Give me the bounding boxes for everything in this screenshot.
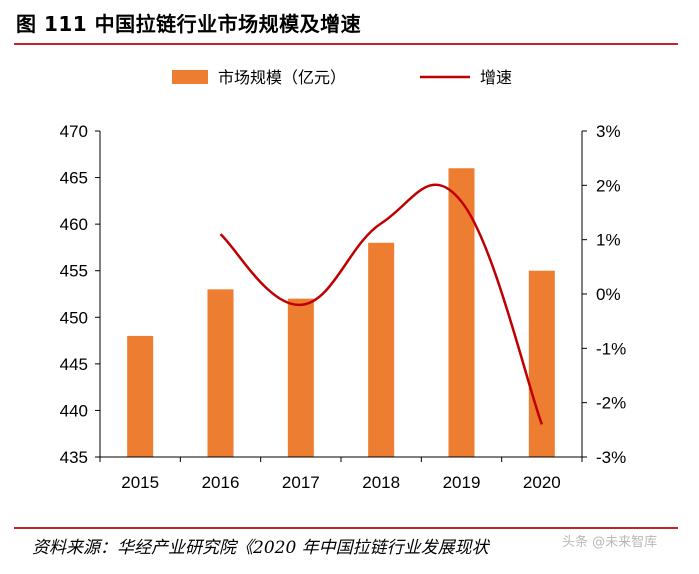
- bottom-rule: [14, 527, 678, 529]
- figure-title: 图 111 中国拉链行业市场规模及增速: [16, 12, 362, 36]
- y-right-tick-label: 2%: [596, 176, 621, 195]
- y-left-tick-label: 445: [60, 355, 88, 374]
- bars: [127, 168, 555, 457]
- bar-2020: [528, 270, 555, 457]
- legend-label-bar: 市场规模（亿元）: [218, 69, 346, 87]
- y-left-tick-label: 450: [60, 308, 88, 327]
- y-left-tick-label: 470: [60, 122, 88, 141]
- y-left-tick-label: 465: [60, 169, 88, 188]
- x-tick-label: 2020: [523, 473, 561, 492]
- legend-swatch-bar: [172, 70, 208, 84]
- axes: 435 440 445 450 455 460 465 470 -3% -2% -1% 0% 1% 2% 3…: [60, 122, 627, 492]
- y-left-tick-label: 455: [60, 262, 88, 281]
- y-right-tick-label: 0%: [596, 285, 621, 304]
- y-left-tick-label: 460: [60, 215, 88, 234]
- top-rule: [14, 43, 678, 45]
- y-left-tick-label: 435: [60, 448, 88, 467]
- y-right-tick-label: 3%: [596, 122, 621, 141]
- x-tick-label: 2018: [362, 473, 400, 492]
- source-note: 资料来源：华经产业研究院《2020 年中国拉链行业发展现状: [32, 538, 489, 558]
- legend-label-line: 增速: [480, 69, 512, 87]
- legend: 市场规模（亿元） 增速: [172, 69, 512, 87]
- x-tick-label: 2015: [121, 473, 159, 492]
- bar-2017: [287, 298, 314, 457]
- x-tick-label: 2016: [202, 473, 240, 492]
- bar-2015: [127, 335, 154, 457]
- growth-line-layer: [219, 183, 544, 425]
- y-right-tick-label: -1%: [596, 339, 626, 358]
- bar-2019: [448, 168, 475, 457]
- y-right-tick-label: -2%: [596, 394, 626, 413]
- x-tick-label: 2017: [282, 473, 320, 492]
- y-left-tick-label: 440: [60, 401, 88, 420]
- y-right-tick-label: -3%: [596, 448, 626, 467]
- bar-2018: [368, 242, 395, 457]
- bar-2016: [207, 289, 234, 457]
- growth-line: [219, 183, 544, 425]
- y-right-tick-label: 1%: [596, 231, 621, 250]
- x-tick-label: 2019: [443, 473, 481, 492]
- watermark: 头条 @未来智库: [562, 535, 658, 550]
